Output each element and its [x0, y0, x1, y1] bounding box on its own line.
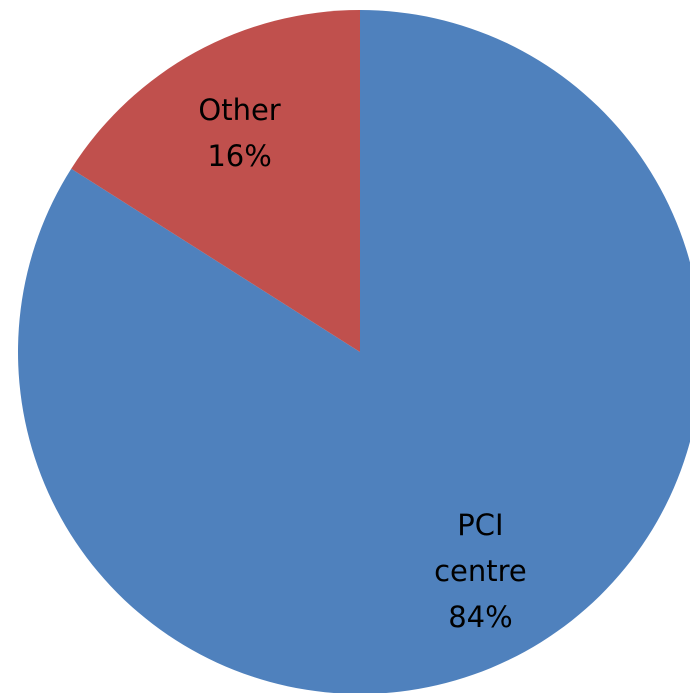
slice-category: Other	[198, 92, 281, 127]
pie-slice	[71, 10, 360, 352]
slice-value: 16%	[207, 138, 272, 173]
slice-label: Other 16%	[180, 87, 300, 179]
pie-slice	[18, 10, 690, 693]
slice-label: PCI centre 84%	[420, 502, 540, 640]
slice-value: 84%	[448, 600, 513, 635]
slice-category: PCI centre	[434, 508, 527, 589]
